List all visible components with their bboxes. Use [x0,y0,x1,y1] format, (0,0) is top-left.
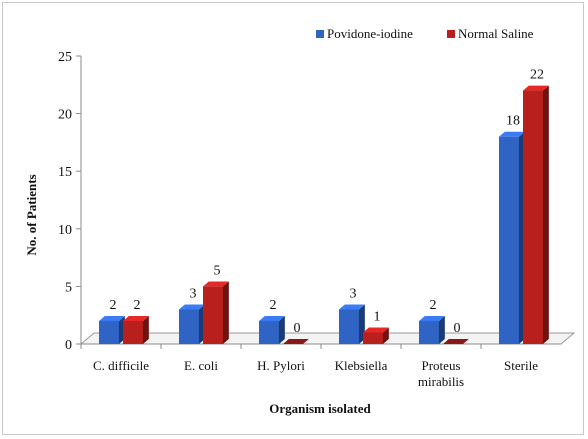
x-category-label: Proteus [422,358,461,373]
chart-bars [99,85,549,345]
bar-top [499,131,525,137]
bar-front [419,320,439,344]
bar-top [259,316,285,321]
bar-value-label: 0 [454,321,461,336]
bar-front [259,320,279,344]
y-tick-label: 0 [65,338,72,353]
bar-value-label: 2 [270,298,277,313]
bar-top [363,327,389,333]
x-category-label: H. Pylori [257,358,305,373]
bar-top [419,316,445,321]
bar-side [543,85,549,345]
y-tick-label: 20 [58,108,72,123]
y-tick-label: 15 [58,165,72,180]
bar-top [339,304,365,310]
bar-value-label: 1 [374,310,381,325]
bar-front [203,286,223,344]
bar-zero [283,339,309,344]
bar-top [179,304,205,310]
bar-side [223,281,229,344]
bar-value-label: 22 [530,68,544,83]
x-category-label: C. difficile [93,358,149,373]
bar-value-label: 2 [110,298,117,313]
bar-side [143,316,149,344]
chart-frame: 0 5 10 15 20 25 C. difficile E. coli H. Pylori Kl… [2,2,584,435]
bar-front [179,309,199,344]
bar-front [499,136,519,344]
bar-front [363,332,383,344]
bar-value-label: 3 [190,286,197,301]
legend-swatch-povidone [316,30,324,38]
bar-top [123,316,149,321]
x-category-label: Klebsiella [335,358,388,373]
bar-front [99,320,119,344]
bar-side [383,327,389,344]
bar-value-label: 0 [294,321,301,336]
legend: Povidone-iodine Normal Saline [316,26,534,41]
x-category-label: Sterile [504,358,538,373]
y-tick-label: 10 [58,223,72,238]
y-tick-label: 25 [58,50,72,65]
bar-top [523,85,549,91]
bar-side [439,316,445,344]
bar-value-label: 2 [430,298,437,313]
bar-value-label: 3 [350,286,357,301]
legend-label-saline: Normal Saline [458,26,534,41]
bar-value-label: 2 [134,298,141,313]
bar-top [203,281,229,287]
bar-front [339,309,359,344]
x-axis-title: Organism isolated [269,401,371,416]
bar-front [123,320,143,344]
x-category-label: mirabilis [418,374,464,389]
x-category-label: E. coli [184,358,218,373]
y-axis-title: No. of Patients [24,174,39,255]
bar-top [99,316,125,321]
y-tick-label: 5 [65,280,72,295]
bar-side [279,316,285,344]
bar-zero [443,339,469,344]
bar-value-label: 5 [214,263,221,278]
bar-front [523,90,543,344]
legend-label-povidone: Povidone-iodine [327,26,413,41]
legend-swatch-saline [447,30,455,38]
bar-value-label: 18 [506,114,520,129]
